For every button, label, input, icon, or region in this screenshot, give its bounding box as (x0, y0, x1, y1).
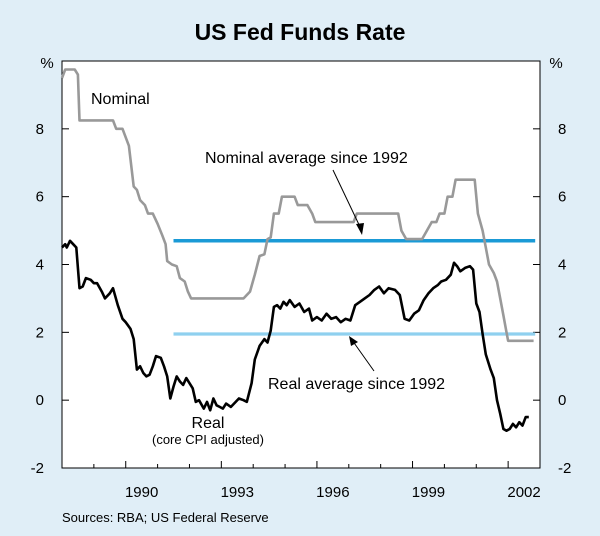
y-tick-label-left: 8 (36, 121, 44, 138)
series-group (60, 68, 536, 433)
y-tick-label-right: 0 (558, 392, 566, 409)
nominal-average-arrowhead (356, 223, 364, 235)
x-tick-label: 1990 (125, 484, 158, 501)
x-ticks: 1990 1993 1996 1999 2002 (61, 461, 541, 501)
nominal-average-arrow (332, 169, 363, 232)
y-tick-label-left: 2 (36, 324, 44, 341)
y-tick-label-right: -2 (558, 460, 571, 477)
plot-area (61, 60, 541, 469)
y-tick-label-left: 4 (36, 257, 44, 274)
x-tick-label: 1996 (316, 484, 349, 501)
nominal-average-label: Nominal average since 1992 (205, 150, 408, 167)
real-series-line (61, 239, 529, 433)
real-average-label: Real average since 1992 (268, 376, 445, 393)
x-tick-label: 2002 (507, 484, 540, 501)
y-axis-label-right: % (549, 55, 562, 72)
y-tick-label-right: 8 (558, 121, 566, 138)
real-series-sublabel: (core CPI adjusted) (152, 432, 264, 447)
y-tick-label-right: 4 (558, 257, 566, 274)
nominal-series-line (60, 68, 534, 343)
nominal-series-label: Nominal (91, 91, 150, 108)
y-axis-label-left: % (40, 55, 53, 72)
y-ticks: -2 -2 0 0 2 2 4 4 6 6 8 8 (31, 121, 572, 477)
x-tick-label: 1999 (412, 484, 445, 501)
y-tick-label-left: -2 (31, 460, 44, 477)
chart-title: US Fed Funds Rate (195, 19, 406, 45)
source-note: Sources: RBA; US Federal Reserve (62, 510, 269, 525)
real-average-arrowhead (349, 336, 358, 346)
real-series-label: Real (192, 415, 225, 432)
y-tick-label-right: 2 (558, 324, 566, 341)
x-tick-label: 1993 (221, 484, 254, 501)
real-average-arrow (351, 339, 375, 372)
y-tick-label-left: 6 (36, 189, 44, 206)
y-tick-label-left: 0 (36, 392, 44, 409)
y-tick-label-right: 6 (558, 189, 566, 206)
